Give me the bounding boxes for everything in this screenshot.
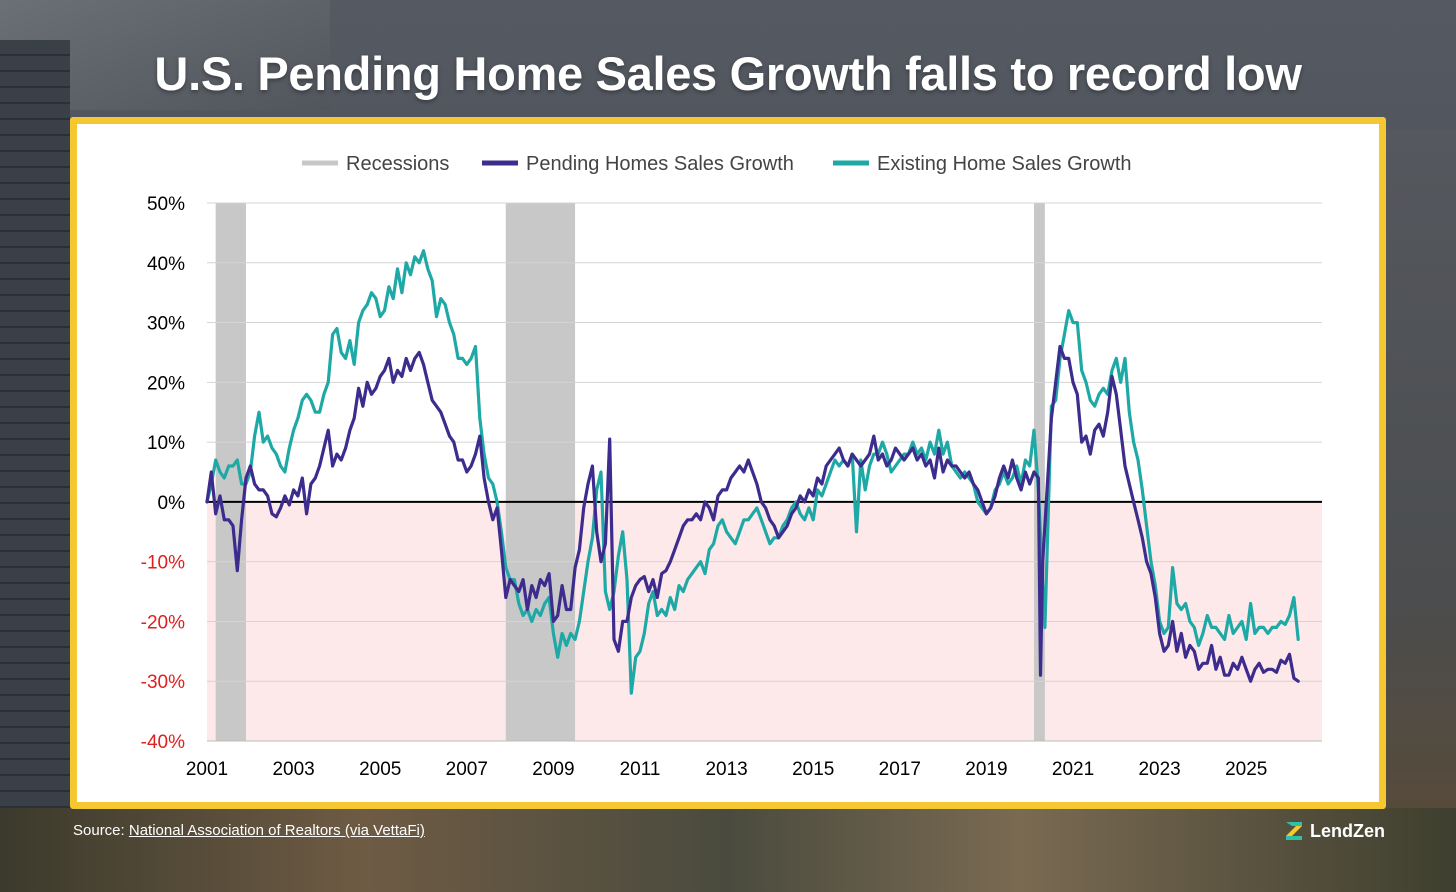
brand-logo: LendZen <box>1284 820 1385 842</box>
line-chart: 50% 40% 30% 20% 10% 0% -10% -20% -30% -40%2001 200… <box>141 153 1322 780</box>
page-title: U.S. Pending Home Sales Growth falls to … <box>154 47 1302 100</box>
y-tick-label: -10% <box>141 553 185 574</box>
y-tick-label: -40% <box>141 732 185 753</box>
y-tick-label: 40% <box>147 254 185 275</box>
x-tick-label: 2001 <box>186 759 228 780</box>
background-siding-right <box>1386 130 1456 892</box>
background-siding-left <box>0 40 70 892</box>
x-tick-label: 2007 <box>446 759 488 780</box>
legend-item-1: Pending Homes Sales Growth <box>482 153 794 175</box>
y-tick-label: -20% <box>141 612 185 633</box>
x-tick-label: 2017 <box>879 759 921 780</box>
series-line-pending <box>205 344 1300 683</box>
legend-label: Pending Homes Sales Growth <box>526 153 794 175</box>
legend-label: Existing Home Sales Growth <box>877 153 1132 175</box>
x-tick-label: 2011 <box>620 759 661 780</box>
y-tick-label: 0% <box>158 493 186 514</box>
x-tick-label: 2023 <box>1138 759 1180 780</box>
y-tick-label: 20% <box>147 373 185 394</box>
recession-band-1 <box>505 203 576 741</box>
brand-name: LendZen <box>1310 820 1385 841</box>
x-tick-label: 2019 <box>965 759 1007 780</box>
recession-band-2 <box>1034 203 1045 741</box>
background-houses <box>0 808 1456 892</box>
x-tick-label: 2009 <box>532 759 574 780</box>
y-tick-label: -30% <box>141 672 185 693</box>
x-tick-label: 2021 <box>1052 759 1094 780</box>
x-tick-label: 2013 <box>705 759 747 780</box>
y-tick-label: 10% <box>147 433 185 454</box>
x-tick-label: 2015 <box>792 759 834 780</box>
legend-label: Recessions <box>346 153 449 175</box>
y-tick-label: 50% <box>147 194 185 215</box>
source-link[interactable]: National Association of Realtors (via Ve… <box>128 822 425 839</box>
source-note: Source: National Association of Realtors… <box>73 822 425 839</box>
source-prefix: Source: <box>73 822 129 839</box>
x-tick-label: 2025 <box>1225 759 1267 780</box>
legend-item-0: Recessions <box>302 153 449 175</box>
lendzen-logo-icon <box>1286 822 1302 840</box>
y-tick-label: 30% <box>147 314 185 335</box>
x-tick-label: 2003 <box>272 759 314 780</box>
series-line-existing <box>205 249 1300 695</box>
legend-item-2: Existing Home Sales Growth <box>833 153 1132 175</box>
x-tick-label: 2005 <box>359 759 401 780</box>
